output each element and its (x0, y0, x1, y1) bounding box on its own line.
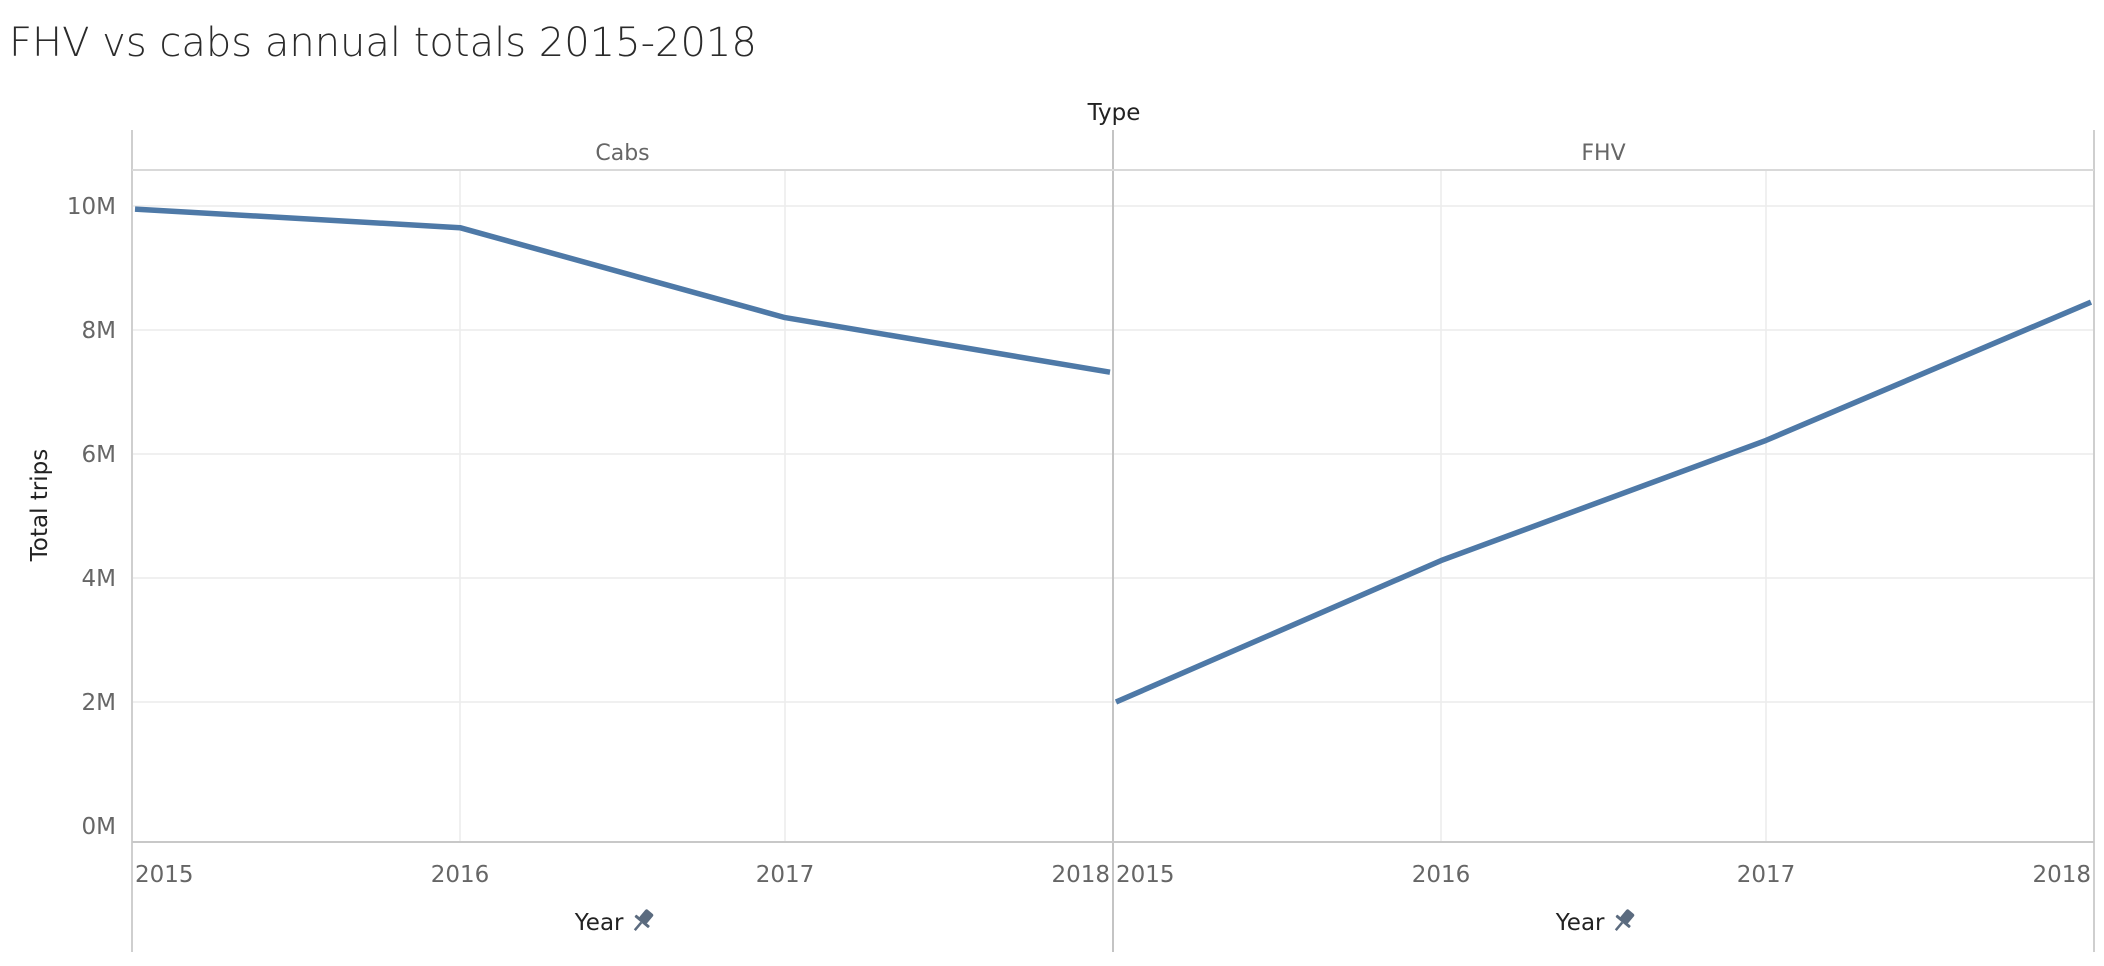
series-line-fhv (1114, 299, 2093, 705)
panel-label-cabs: Cabs (595, 141, 649, 166)
axis-labels: Type 0M 2M 4M 6M 8M 10M Total trips Cabs 2015 2016… (27, 100, 2091, 936)
panel-label-fhv: FHV (1581, 141, 1625, 166)
x-tick-label: 2017 (1737, 862, 1796, 888)
x-tick-label: 2016 (1412, 862, 1471, 888)
chart-frame (131, 130, 2095, 952)
x-tick-label: 2016 (431, 862, 490, 888)
pin-icon-head (639, 909, 654, 924)
y-tick-label: 0M (82, 814, 116, 840)
x-tick-label: 2015 (135, 862, 194, 888)
series-lines (134, 206, 2093, 705)
x-tick-label: 2018 (2032, 862, 2091, 888)
x-axis-title: Year (574, 910, 624, 936)
x-tick-label: 2017 (756, 862, 815, 888)
pin-icon-needle (1614, 921, 1624, 931)
pin-icon-head (1620, 909, 1635, 924)
x-tick-label: 2015 (1116, 862, 1175, 888)
y-tick-label: 6M (82, 442, 116, 468)
chart-title: FHV vs cabs annual totals 2015-2018 (9, 20, 757, 66)
y-tick-label: 8M (82, 318, 116, 344)
pin-icon (1614, 909, 1635, 931)
pin-icon-collar (1615, 914, 1631, 928)
y-tick-label: 2M (82, 690, 116, 716)
pin-icon-needle (633, 921, 643, 931)
x-axis-title: Year (1555, 910, 1605, 936)
pin-icon (633, 909, 654, 931)
y-axis-title: Total trips (27, 449, 53, 562)
y-tick-label: 10M (67, 194, 116, 220)
facet-header: Type (1087, 100, 1141, 126)
series-line-cabs (134, 206, 1111, 375)
pin-icon-collar (634, 914, 650, 928)
x-tick-label: 2018 (1051, 862, 1110, 888)
y-tick-label: 4M (82, 566, 116, 592)
